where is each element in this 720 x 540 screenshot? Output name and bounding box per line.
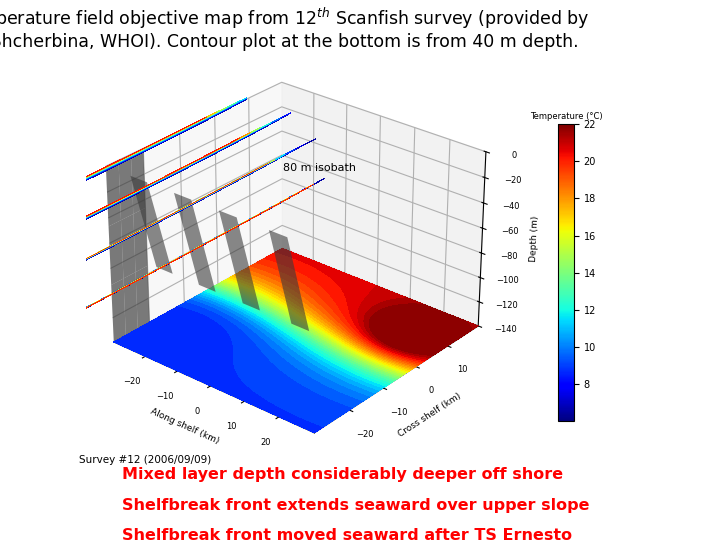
Text: Temperature field objective map from 12$^{th}$ Scanfish survey (provided by
A. S: Temperature field objective map from 12$… (0, 5, 590, 51)
Text: Shelfbreak front moved seaward after TS Ernesto: Shelfbreak front moved seaward after TS … (122, 528, 572, 540)
Title: Temperature (°C): Temperature (°C) (530, 112, 602, 120)
Y-axis label: Cross shelf (km): Cross shelf (km) (396, 391, 462, 438)
Text: Survey #12 (2006/09/09): Survey #12 (2006/09/09) (79, 455, 212, 465)
Text: Shelfbreak front extends seaward over upper slope: Shelfbreak front extends seaward over up… (122, 498, 590, 513)
X-axis label: Along shelf (km): Along shelf (km) (150, 407, 221, 446)
Text: Mixed layer depth considerably deeper off shore: Mixed layer depth considerably deeper of… (122, 467, 564, 482)
